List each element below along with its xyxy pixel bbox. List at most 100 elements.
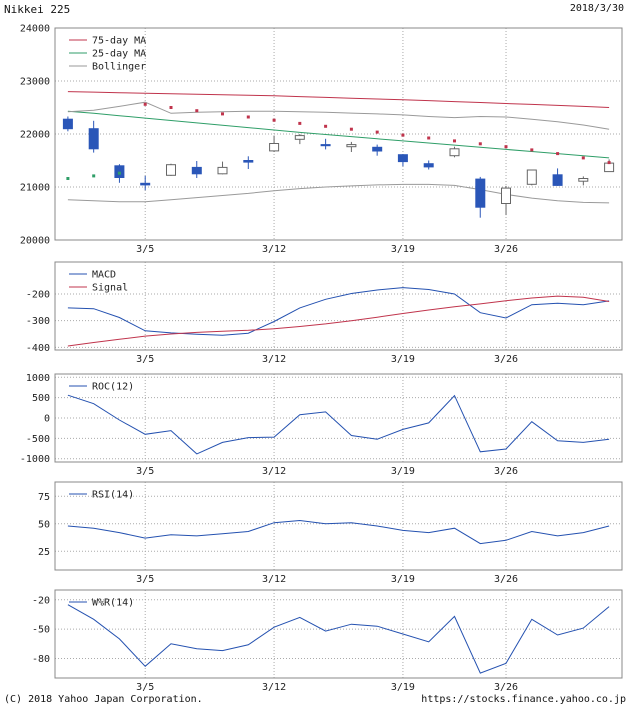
sar-down-dot xyxy=(478,142,482,146)
x-tick-label: 3/26 xyxy=(494,466,518,476)
sar-down-dot xyxy=(453,139,456,143)
candle-up xyxy=(294,135,305,140)
roc-chart-panel: 1000 500 0 -500 -1000 3/5 3/12 3/19 3/26 ROC(12) xyxy=(20,373,623,476)
sar-down-dot xyxy=(607,161,611,165)
x-tick-label: 3/5 xyxy=(136,682,154,693)
y-tick-label: -80 xyxy=(32,654,50,665)
series-line-rsi-14 xyxy=(67,519,610,545)
y-tick-label: 20000 xyxy=(20,236,50,247)
legend-label-w-r-14: W%R(14) xyxy=(92,598,134,609)
y-tick-label: 21000 xyxy=(20,183,50,194)
sar-down-dot xyxy=(427,136,431,140)
sar-down-dot xyxy=(530,148,534,152)
candle-down xyxy=(114,165,125,179)
candle-down xyxy=(397,154,408,163)
candle-down xyxy=(88,128,99,150)
sar-up-dot xyxy=(92,174,96,178)
source-url: https://stocks.finance.yahoo.co.jp xyxy=(421,694,626,705)
wr-chart-panel: -20 -50 -80 3/5 3/12 3/19 3/26 W%R(14) xyxy=(32,589,623,693)
sar-down-dot xyxy=(246,115,250,119)
series-line-75-day-ma xyxy=(67,91,610,108)
candle-up xyxy=(166,164,176,176)
copyright-text: (C) 2018 Yahoo Japan Corporation. xyxy=(4,694,203,705)
y-tick-label: 25 xyxy=(38,547,50,558)
series-line-bollinger-upper xyxy=(67,101,610,130)
x-tick-label: 3/5 xyxy=(136,354,154,364)
candle-down xyxy=(475,178,486,208)
chart-title: Nikkei 225 xyxy=(4,3,71,16)
candle-down xyxy=(62,118,73,130)
x-tick-label: 3/19 xyxy=(391,682,415,693)
sar-down-dot xyxy=(143,102,147,106)
legend-label-macd: MACD xyxy=(92,270,116,281)
y-tick-label: 50 xyxy=(38,519,50,530)
sar-up-dot xyxy=(117,171,121,175)
y-tick-label: 23000 xyxy=(20,77,50,88)
legend-label-bollinger: Bollinger xyxy=(92,62,146,73)
sar-down-dot xyxy=(349,127,353,131)
x-tick-label: 3/12 xyxy=(262,354,286,364)
x-tick-label: 3/12 xyxy=(262,466,286,476)
series-line-roc-12 xyxy=(67,394,610,455)
chart-date: 2018/3/30 xyxy=(569,3,624,14)
series-line-macd xyxy=(67,287,610,336)
candle-down xyxy=(191,166,202,175)
candle-down xyxy=(320,144,331,147)
x-tick-label: 3/12 xyxy=(262,244,286,255)
x-tick-label: 3/26 xyxy=(494,244,518,255)
plot-border xyxy=(54,589,623,679)
candle-down xyxy=(243,160,254,163)
candle-down xyxy=(423,163,434,168)
y-tick-label: 0 xyxy=(44,414,50,425)
x-tick-label: 3/19 xyxy=(391,244,415,255)
candle-up xyxy=(604,162,615,173)
legend-label-75-day-ma: 75-day MA xyxy=(92,36,146,47)
y-tick-label: 500 xyxy=(32,393,50,404)
y-tick-label: 22000 xyxy=(20,130,50,141)
sar-up-dot xyxy=(66,177,70,180)
y-tick-label: -20 xyxy=(32,595,50,606)
x-tick-label: 3/26 xyxy=(494,574,518,584)
sar-down-dot xyxy=(556,152,560,156)
candle-up xyxy=(501,187,511,205)
series-line-25-day-ma xyxy=(67,110,610,159)
x-tick-label: 3/19 xyxy=(391,574,415,584)
x-tick-label: 3/12 xyxy=(262,574,286,584)
y-tick-label: -50 xyxy=(32,625,50,636)
sar-down-dot xyxy=(298,121,302,125)
x-tick-label: 3/12 xyxy=(262,682,286,693)
x-tick-label: 3/5 xyxy=(136,574,154,584)
y-tick-label: 1000 xyxy=(26,373,50,384)
y-tick-label: -200 xyxy=(26,290,50,301)
x-tick-label: 3/26 xyxy=(494,354,518,364)
series-line-w-r-14 xyxy=(67,604,610,674)
candle-up xyxy=(526,169,537,185)
candle-up xyxy=(449,148,460,157)
sar-down-dot xyxy=(375,130,379,134)
plot-border xyxy=(54,261,623,351)
series-line-signal xyxy=(67,295,610,347)
sar-down-dot xyxy=(504,145,508,149)
candle-up xyxy=(269,143,280,152)
y-tick-label: -400 xyxy=(26,343,50,354)
candle-down xyxy=(552,174,563,186)
plot-border xyxy=(54,481,623,571)
sar-down-dot xyxy=(324,124,328,128)
candle-up xyxy=(578,178,589,182)
macd-chart-panel: -200 -300 -400 3/5 3/12 3/19 3/26 MACD Signal xyxy=(26,261,623,364)
plot-border xyxy=(54,27,623,241)
legend-label-signal: Signal xyxy=(92,283,128,294)
plot-border xyxy=(54,373,623,463)
candle-up xyxy=(217,166,228,175)
sar-down-dot xyxy=(401,133,405,137)
sar-down-dot xyxy=(272,118,276,122)
rsi-chart-panel: 75 50 25 3/5 3/12 3/19 3/26 RSI(14) xyxy=(38,481,623,584)
y-tick-label: -1000 xyxy=(20,454,50,465)
x-tick-label: 3/19 xyxy=(391,466,415,476)
x-tick-label: 3/5 xyxy=(136,466,154,476)
y-tick-label: -300 xyxy=(26,316,50,327)
legend-label-roc-12: ROC(12) xyxy=(92,382,134,393)
x-tick-label: 3/19 xyxy=(391,354,415,364)
legend-label-rsi-14: RSI(14) xyxy=(92,490,134,501)
